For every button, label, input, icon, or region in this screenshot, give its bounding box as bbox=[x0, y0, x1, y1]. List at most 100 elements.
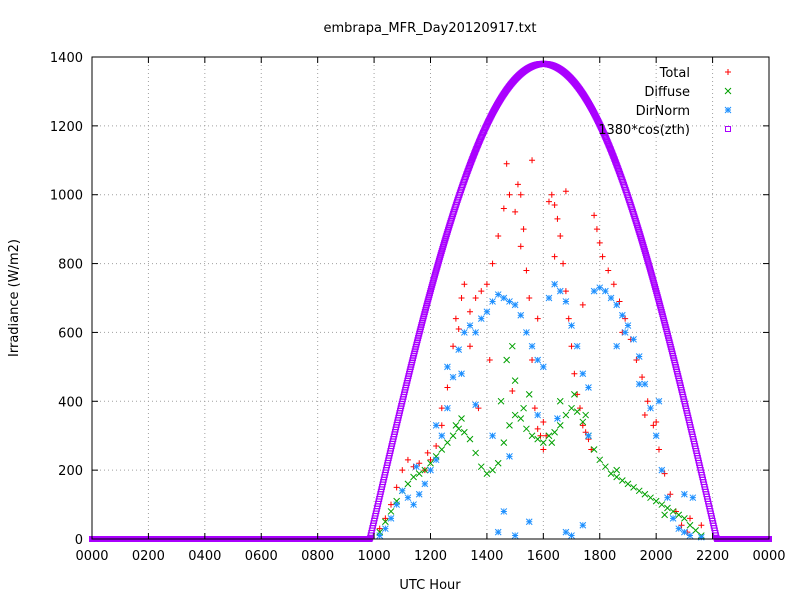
cos-zth-point bbox=[433, 265, 440, 272]
cos-zth-point bbox=[435, 257, 442, 264]
data-point bbox=[653, 418, 660, 425]
cos-zth-point bbox=[433, 267, 440, 274]
data-point bbox=[613, 473, 621, 481]
data-point bbox=[511, 532, 519, 539]
cos-zth-point bbox=[640, 244, 647, 251]
data-point bbox=[495, 233, 502, 240]
data-point bbox=[503, 160, 510, 167]
cos-zth-point bbox=[641, 247, 648, 254]
data-point bbox=[528, 342, 536, 350]
cos-zth-point bbox=[440, 242, 447, 249]
data-point bbox=[438, 405, 445, 412]
x-tick-label: 0200 bbox=[132, 549, 165, 564]
x-tick-label: 2200 bbox=[696, 549, 729, 564]
data-point bbox=[579, 370, 587, 378]
y-tick-label: 400 bbox=[58, 395, 83, 410]
data-point bbox=[548, 191, 555, 198]
data-point bbox=[382, 518, 389, 526]
cos-zth-point bbox=[641, 246, 648, 253]
data-point bbox=[669, 514, 677, 522]
data-point bbox=[483, 308, 491, 316]
data-point bbox=[511, 301, 519, 309]
data-point bbox=[664, 494, 671, 502]
data-point bbox=[534, 356, 542, 364]
data-point bbox=[438, 446, 446, 453]
data-point bbox=[475, 405, 482, 412]
cos-zth-point bbox=[438, 249, 445, 256]
series-cross bbox=[376, 342, 705, 539]
data-point bbox=[494, 291, 502, 298]
data-point bbox=[433, 443, 440, 450]
data-point bbox=[526, 295, 533, 301]
cos-zth-point bbox=[634, 223, 641, 230]
data-point bbox=[613, 342, 621, 350]
data-point bbox=[669, 508, 677, 515]
data-point bbox=[511, 411, 519, 419]
data-point bbox=[537, 432, 544, 439]
data-point bbox=[689, 494, 697, 502]
data-point bbox=[565, 315, 572, 322]
data-point bbox=[410, 501, 417, 508]
x-tick-label: 0000 bbox=[75, 549, 108, 564]
data-point bbox=[466, 343, 473, 350]
data-point bbox=[621, 329, 629, 336]
y-tick-label: 1200 bbox=[50, 120, 83, 135]
data-point bbox=[534, 315, 541, 322]
data-point bbox=[438, 422, 445, 429]
data-point bbox=[387, 514, 395, 522]
data-point bbox=[639, 374, 646, 381]
data-point bbox=[517, 191, 524, 198]
data-point bbox=[641, 490, 649, 498]
cos-zth-point bbox=[638, 236, 645, 243]
data-point bbox=[531, 405, 538, 412]
data-point bbox=[460, 428, 468, 436]
data-point bbox=[568, 404, 575, 412]
cos-zth-point bbox=[642, 249, 649, 256]
cos-zth-point bbox=[636, 229, 643, 236]
cos-zth-point bbox=[441, 240, 448, 247]
data-point bbox=[529, 356, 536, 363]
cos-zth-point bbox=[646, 263, 653, 270]
data-point bbox=[509, 387, 516, 394]
data-point bbox=[500, 439, 508, 446]
data-point bbox=[415, 470, 423, 477]
data-point bbox=[556, 287, 564, 295]
data-point bbox=[483, 470, 491, 477]
x-tick-label: 1600 bbox=[527, 549, 560, 564]
x-tick-label: 1400 bbox=[470, 549, 503, 564]
cos-zth-point bbox=[437, 253, 444, 260]
data-point bbox=[568, 532, 575, 539]
cos-zth-point bbox=[639, 240, 646, 247]
data-point bbox=[692, 527, 700, 534]
data-point bbox=[458, 295, 465, 301]
data-point bbox=[661, 470, 668, 477]
data-point bbox=[514, 181, 521, 188]
legend-label: Total bbox=[659, 66, 690, 81]
data-point bbox=[571, 391, 578, 398]
data-point bbox=[483, 281, 490, 288]
data-point bbox=[449, 432, 457, 440]
legend-marker bbox=[724, 106, 732, 114]
data-point bbox=[525, 391, 533, 398]
data-point bbox=[655, 446, 662, 453]
data-point bbox=[520, 404, 527, 412]
data-point bbox=[678, 522, 685, 529]
y-tick-label: 600 bbox=[58, 326, 83, 341]
cos-zth-point bbox=[646, 265, 653, 272]
data-point bbox=[455, 346, 463, 353]
data-point bbox=[534, 411, 542, 419]
data-point bbox=[466, 308, 473, 315]
data-point bbox=[686, 521, 694, 529]
data-point bbox=[478, 288, 485, 295]
data-point bbox=[511, 377, 519, 384]
data-point bbox=[472, 401, 479, 409]
data-point bbox=[458, 415, 465, 422]
data-point bbox=[517, 311, 525, 319]
data-point bbox=[664, 504, 671, 512]
data-point bbox=[652, 432, 660, 440]
data-point bbox=[506, 422, 513, 429]
data-point bbox=[551, 280, 558, 288]
data-point bbox=[404, 456, 411, 463]
data-point bbox=[489, 432, 496, 440]
data-point bbox=[635, 353, 643, 360]
